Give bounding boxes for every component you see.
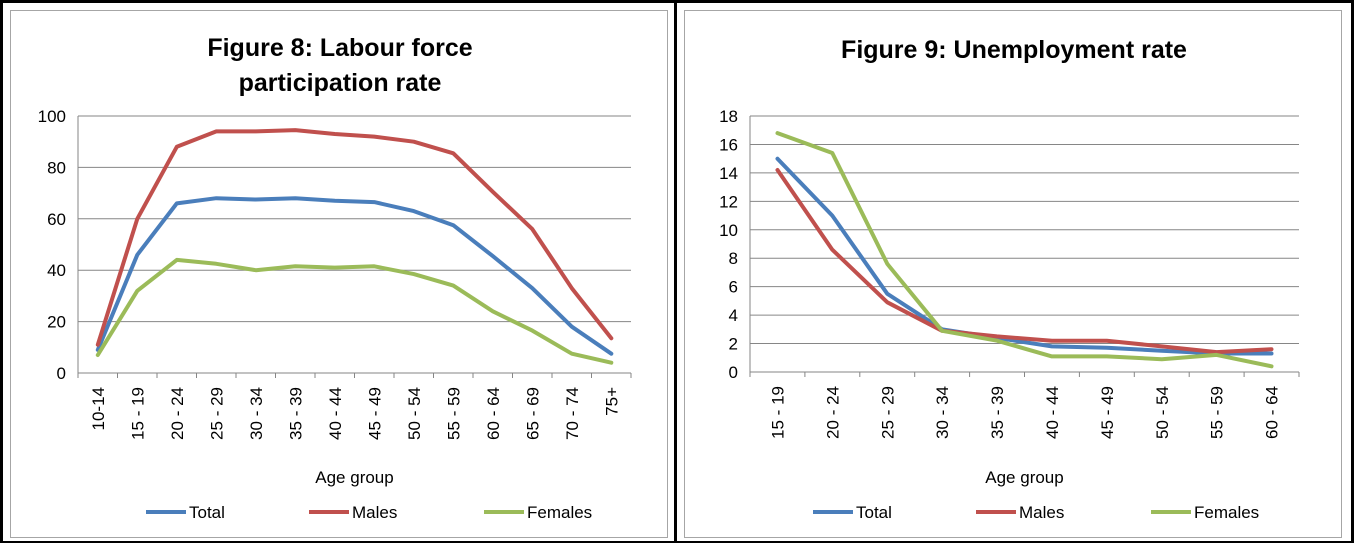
y-tick-label: 20 — [47, 313, 66, 332]
y-tick-label: 10 — [719, 221, 738, 240]
y-tick-label: 80 — [47, 158, 66, 177]
x-axis-title: Age group — [985, 468, 1063, 487]
y-tick-label: 14 — [719, 164, 738, 183]
y-tick-label: 8 — [729, 249, 738, 268]
labour-force-chart: Figure 8: Labour force participation rate… — [38, 34, 632, 522]
series-line-females — [95, 257, 614, 365]
x-tick-label: 25 - 29 — [207, 387, 226, 440]
x-tick-label: 50 - 54 — [1153, 386, 1172, 439]
series-line-total — [775, 156, 1274, 356]
x-tick-label: 10-14 — [89, 387, 108, 430]
x-tick-label: 45 - 49 — [1098, 386, 1117, 439]
y-tick-label: 4 — [729, 306, 738, 325]
x-tick-label: 15 - 19 — [128, 387, 147, 440]
chart-title-line: Figure 9: Unemployment rate — [841, 36, 1187, 64]
x-tick-label: 50 - 54 — [405, 387, 424, 440]
legend-label-males: Males — [1019, 503, 1064, 522]
x-tick-label: 30 - 34 — [247, 387, 266, 440]
chart-panel-labour-force: Figure 8: Labour force participation rate… — [10, 10, 668, 538]
chart-title-line: participation rate — [239, 69, 442, 97]
y-tick-label: 100 — [38, 107, 66, 126]
series-line-males — [775, 168, 1274, 355]
x-tick-label: 35 - 39 — [286, 387, 305, 440]
x-tick-label: 55 - 59 — [1208, 386, 1227, 439]
x-tick-label: 45 - 49 — [365, 387, 384, 440]
y-tick-label: 60 — [47, 210, 66, 229]
x-tick-label: 20 - 24 — [168, 387, 187, 440]
legend-label-females: Females — [527, 503, 592, 522]
y-tick-label: 12 — [719, 192, 738, 211]
legend-label-total: Total — [856, 503, 892, 522]
x-axis-title: Age group — [315, 468, 393, 487]
x-tick-label: 30 - 34 — [933, 386, 952, 439]
x-tick-label: 40 - 44 — [1043, 386, 1062, 439]
x-tick-label: 60 - 64 — [1263, 386, 1282, 439]
legend-label-females: Females — [1194, 503, 1259, 522]
legend-label-males: Males — [352, 503, 397, 522]
x-tick-label: 60 - 64 — [484, 387, 503, 440]
chart-panel-unemployment: Figure 9: Unemployment rate 0 2 4 6 8 10 12 14 16… — [684, 10, 1342, 538]
unemployment-chart: Figure 9: Unemployment rate 0 2 4 6 8 10 12 14 16… — [719, 36, 1300, 522]
x-tick-label: 65 - 69 — [523, 387, 542, 440]
x-tick-label: 70 - 74 — [563, 387, 582, 440]
x-tick-label: 40 - 44 — [326, 387, 345, 440]
x-tick-label: 20 - 24 — [823, 386, 842, 439]
y-tick-label: 2 — [729, 335, 738, 354]
x-tick-label: 75+ — [602, 387, 621, 416]
panel-divider — [674, 0, 677, 542]
legend-label-total: Total — [189, 503, 225, 522]
y-tick-label: 18 — [719, 107, 738, 126]
y-tick-label: 40 — [47, 261, 66, 280]
x-tick-label: 55 - 59 — [444, 387, 463, 440]
x-tick-label: 25 - 29 — [878, 386, 897, 439]
y-tick-label: 16 — [719, 135, 738, 154]
series-line-females — [775, 131, 1274, 369]
chart-title-line: Figure 8: Labour force — [207, 34, 472, 62]
y-tick-label: 0 — [729, 363, 738, 382]
x-tick-label: 35 - 39 — [988, 386, 1007, 439]
y-tick-label: 6 — [729, 278, 738, 297]
x-tick-label: 15 - 19 — [768, 386, 787, 439]
y-tick-label: 0 — [57, 364, 66, 383]
series-line-males — [95, 128, 614, 347]
series-line-total — [95, 196, 614, 356]
